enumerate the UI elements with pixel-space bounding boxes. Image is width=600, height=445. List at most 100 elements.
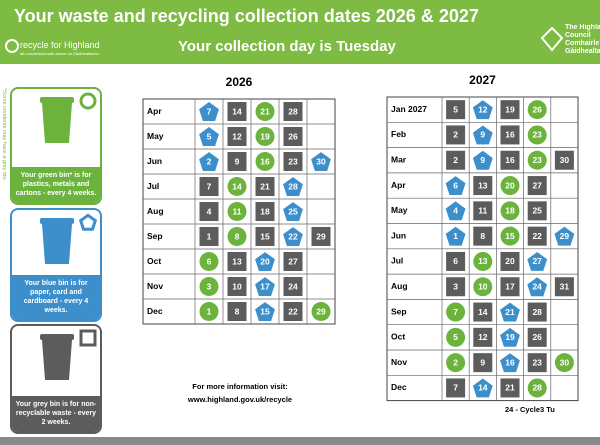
- bin-card: Your green bin* is for plastics, metals …: [10, 87, 102, 205]
- date: 28: [532, 383, 542, 393]
- date: 24: [532, 282, 542, 292]
- logo-icon: [5, 39, 19, 53]
- bin-marker: [227, 252, 247, 271]
- bin-marker: [255, 252, 275, 271]
- bin-marker: [473, 353, 493, 373]
- date: 11: [478, 206, 487, 216]
- date: 23: [532, 130, 542, 140]
- info-url: www.highland.gov.uk/recycle: [187, 395, 293, 404]
- code: 24 - Cycle3 Tu: [505, 405, 555, 414]
- date: 11: [233, 206, 242, 216]
- bin-marker: [472, 150, 493, 170]
- bin-marker: [227, 277, 247, 296]
- date: 21: [260, 106, 270, 116]
- bin-marker: [472, 378, 493, 398]
- logo-subtext: ath-chuairteachadh airson na Gàidhealtac…: [20, 51, 99, 56]
- bin-marker: [473, 226, 493, 246]
- bin-marker: [472, 100, 493, 120]
- date: 28: [532, 307, 542, 317]
- bin-marker: [283, 152, 303, 171]
- council-line: The Highland: [565, 24, 600, 31]
- bin-marker: [227, 177, 247, 196]
- bin-marker: [473, 251, 493, 271]
- date: 30: [560, 357, 570, 367]
- date: 30: [560, 155, 570, 165]
- date: 30: [316, 156, 326, 166]
- date: 21: [505, 307, 515, 317]
- date: 4: [453, 206, 458, 216]
- date: 23: [532, 155, 542, 165]
- date: 6: [453, 256, 458, 266]
- month-label: Dec: [391, 382, 407, 392]
- month-label: Jun: [147, 156, 162, 166]
- bin-marker: [500, 100, 520, 120]
- bin-marker: [527, 100, 547, 120]
- bin-marker: [227, 302, 247, 321]
- bin-picture: [40, 92, 97, 143]
- date: 13: [478, 256, 488, 266]
- bin-marker: [255, 202, 275, 221]
- logo-text: recycle for Highland: [20, 40, 100, 50]
- bin-marker: [500, 150, 520, 170]
- bin-marker: [527, 252, 548, 271]
- table-border: [142, 98, 336, 325]
- bin-marker: [554, 226, 575, 246]
- date: 23: [288, 156, 298, 166]
- bin-marker: [227, 102, 247, 121]
- title: Your waste and recycling collection date…: [14, 6, 479, 26]
- bin-marker: [199, 302, 219, 321]
- bin-marker: [446, 378, 466, 398]
- bin-marker: [255, 102, 275, 121]
- bin-marker: [527, 226, 547, 246]
- date: 2: [207, 156, 212, 166]
- bin-marker: [255, 302, 275, 321]
- bin-marker: [227, 127, 247, 146]
- header-band: [0, 0, 600, 64]
- subtitle: Your collection day is Tuesday: [178, 38, 396, 55]
- bin-marker: [283, 302, 303, 321]
- date: 14: [232, 181, 242, 191]
- date: 9: [235, 156, 240, 166]
- date: 16: [505, 357, 515, 367]
- council-line: Gàidhealtach: [565, 48, 600, 55]
- date: 1: [207, 306, 212, 316]
- bin-marker: [311, 152, 331, 171]
- date: 4: [207, 206, 212, 216]
- date: 14: [478, 383, 488, 393]
- date: 3: [453, 282, 458, 292]
- bin-marker: [527, 302, 547, 322]
- bin-marker: [283, 102, 303, 121]
- bin-marker: [473, 176, 493, 196]
- date: 8: [480, 231, 485, 241]
- month-label: Aug: [391, 281, 408, 291]
- date: 19: [505, 332, 515, 342]
- bin-marker: [527, 327, 547, 347]
- bin-marker: [446, 100, 466, 120]
- bin-marker: [227, 152, 247, 171]
- bin-marker: [283, 177, 303, 196]
- bin-marker: [445, 226, 466, 246]
- bin-marker: [255, 127, 275, 146]
- month-label: Nov: [147, 281, 163, 291]
- year-label: 2027: [469, 73, 496, 87]
- bin-text: Your blue bin is for paper, card and car…: [12, 275, 100, 320]
- bin-marker: [283, 202, 303, 221]
- bin-lid: [40, 218, 74, 224]
- month-label: Apr: [147, 106, 162, 116]
- date: 22: [532, 231, 542, 241]
- date: 16: [505, 155, 515, 165]
- bin-marker: [446, 302, 466, 322]
- bin-marker: [500, 176, 520, 196]
- bin-marker: [283, 227, 303, 246]
- date: 27: [532, 256, 542, 266]
- date: 8: [235, 306, 240, 316]
- date: 22: [288, 231, 298, 241]
- date: 23: [532, 357, 542, 367]
- footnote: *Some residents may have a grey bin.: [1, 88, 7, 181]
- bin-marker: [473, 327, 493, 347]
- date: 24: [288, 281, 298, 291]
- bin-marker: [446, 125, 466, 145]
